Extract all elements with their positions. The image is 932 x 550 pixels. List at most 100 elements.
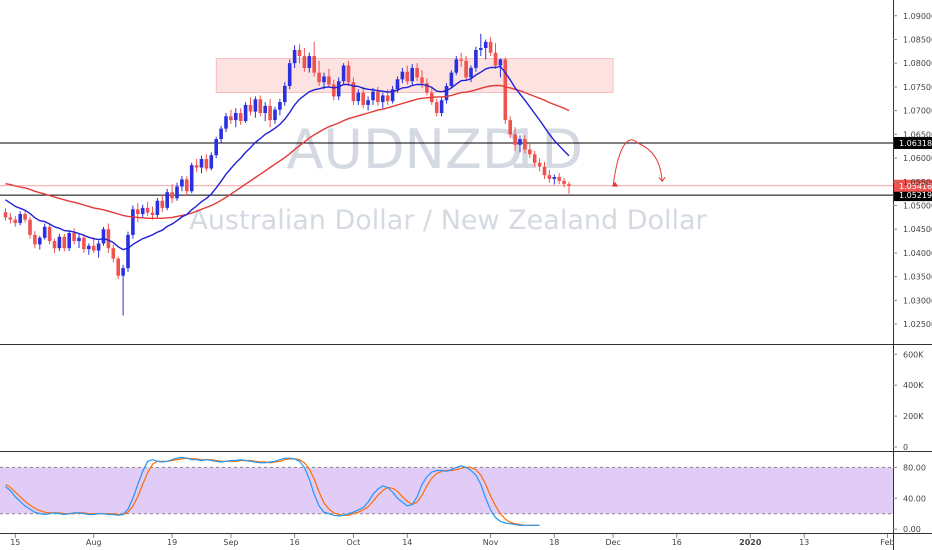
candle-body	[131, 209, 135, 235]
candle-body	[106, 229, 111, 249]
candle-body	[292, 49, 297, 64]
date-tick-label: Oct	[346, 538, 360, 547]
candle-body	[366, 100, 370, 105]
candle-body	[376, 91, 380, 103]
candle-body	[8, 217, 13, 220]
candle-body	[180, 179, 184, 187]
projection-arrow	[658, 177, 666, 183]
candle-body	[351, 82, 356, 102]
candle-body	[72, 233, 76, 242]
candle-body	[469, 67, 473, 78]
candle-body	[459, 59, 463, 61]
candle-body	[268, 105, 272, 121]
candle-body	[33, 234, 37, 245]
level-label: 1.05416	[899, 182, 932, 191]
candle-body	[341, 65, 346, 82]
candle-body	[415, 67, 419, 78]
candle-body	[513, 134, 517, 145]
candle-body	[145, 207, 150, 213]
candle-body	[77, 237, 81, 242]
stochastic-tick-label: 40.00	[903, 494, 926, 503]
candle-body	[346, 65, 351, 83]
candle-body	[170, 192, 174, 199]
candle-body	[405, 71, 410, 82]
candle-body	[356, 92, 361, 102]
candle-body	[18, 214, 22, 224]
candle-body	[42, 226, 47, 238]
candle-body	[155, 200, 160, 215]
candle-body	[552, 177, 557, 179]
candle-body	[508, 120, 512, 135]
price-tick-label: 1.05500	[903, 178, 932, 187]
candle-body	[38, 237, 42, 245]
candle-body	[528, 149, 532, 155]
candle-body	[557, 177, 561, 181]
stochastic-tick-label: 0.00	[903, 525, 921, 534]
candle-body	[189, 165, 194, 192]
candle-body	[523, 139, 527, 150]
candle-body	[562, 180, 566, 185]
candle-body	[28, 219, 32, 235]
date-tick-label: 15	[10, 538, 20, 547]
candle-body	[238, 112, 243, 122]
candle-body	[3, 212, 8, 218]
date-tick-label: 13	[799, 538, 809, 547]
candle-body	[361, 92, 365, 105]
candle-body	[47, 226, 52, 242]
candle-body	[140, 207, 145, 215]
level-label-box	[894, 136, 932, 149]
candle-body	[332, 84, 336, 97]
candle-body	[263, 105, 267, 113]
candle-body	[312, 56, 316, 73]
date-tick-label: 16	[672, 538, 682, 547]
watermark-pair-name: Australian Dollar / New Zealand Dollar	[189, 205, 707, 236]
level-label-box	[894, 189, 932, 202]
candle-body	[82, 237, 86, 250]
candle-body	[410, 67, 414, 82]
candle-body	[518, 139, 522, 145]
candle-body	[547, 175, 552, 179]
candle-body	[111, 248, 116, 259]
candle-body	[121, 268, 125, 276]
candle-body	[258, 99, 263, 113]
candle-body	[474, 49, 478, 68]
ema-red-line	[5, 84, 570, 220]
volume-tick-label: 200K	[903, 412, 924, 421]
candle-body	[224, 116, 228, 129]
candle-body	[229, 116, 233, 121]
level-label: 1.05219	[899, 191, 932, 200]
candle-body	[483, 41, 488, 49]
candle-body	[219, 128, 223, 140]
date-tick-label: 18	[549, 538, 559, 547]
candle-body	[273, 109, 277, 121]
candle-body	[214, 139, 218, 156]
date-tick-label: 16	[290, 538, 300, 547]
candle-body	[116, 258, 120, 276]
candle-body	[283, 85, 287, 103]
price-tick-label: 1.06500	[903, 130, 932, 139]
candle-body	[479, 48, 483, 50]
price-tick-label: 1.08000	[903, 59, 932, 68]
candle-body	[150, 212, 155, 215]
price-tick-label: 1.04000	[903, 249, 932, 258]
price-tick-label: 1.02500	[903, 320, 932, 329]
last-price-marker	[612, 181, 619, 187]
level-label: 1.06318	[899, 139, 932, 148]
price-tick-label: 1.07500	[903, 83, 932, 92]
candle-body	[498, 59, 503, 66]
candle-body	[444, 85, 449, 101]
candle-body	[381, 95, 385, 103]
candle-body	[439, 100, 444, 113]
price-tick-label: 1.06000	[903, 154, 932, 163]
stochastic-k-line	[5, 456, 540, 526]
candle-body	[542, 166, 547, 176]
candle-body	[425, 83, 429, 93]
volume-tick-label: 600K	[903, 350, 924, 359]
resistance-zone	[215, 58, 614, 93]
volume-tick-label: 0	[903, 443, 908, 452]
ema-blue-line	[5, 65, 570, 251]
candle-body	[537, 162, 542, 167]
candle-body	[136, 209, 140, 215]
